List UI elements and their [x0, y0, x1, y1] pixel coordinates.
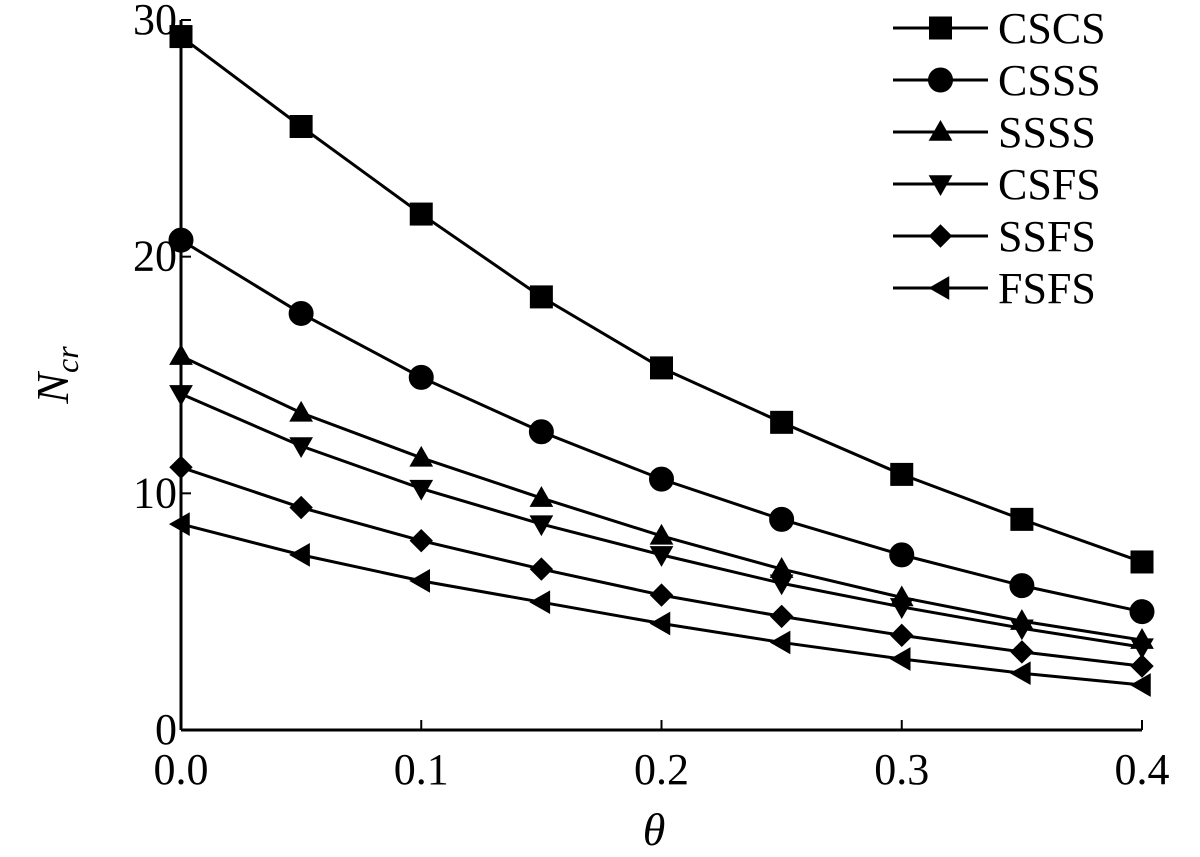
data-point-fsfs-7: [1009, 661, 1031, 686]
legend-item-csfs: CSFS: [893, 160, 1101, 209]
legend-marker-fsfs: [928, 276, 950, 300]
data-point-csfs-2: [409, 479, 434, 501]
data-point-ssss-1: [289, 400, 313, 422]
legend-item-cscs: CSCS: [893, 4, 1106, 53]
series-csss: [168, 227, 1155, 625]
data-point-ssfs-2: [409, 528, 433, 553]
legend-marker-ssss: [928, 119, 953, 141]
y-tick-label-1: 10: [133, 468, 177, 517]
data-point-fsfs-3: [529, 590, 551, 615]
data-point-fsfs-6: [889, 647, 911, 671]
data-point-fsfs-1: [289, 543, 310, 567]
data-point-ssss-4: [649, 523, 674, 545]
x-tick-label-2: 0.2: [634, 745, 689, 794]
data-point-csss-4: [649, 466, 674, 492]
data-point-ssfs-8: [1130, 654, 1154, 678]
x-tick-label-4: 0.4: [1115, 745, 1170, 794]
series-cscs: [169, 25, 1154, 574]
data-point-csss-8: [1129, 599, 1155, 625]
series-fsfs: [168, 512, 1151, 697]
data-point-csss-2: [408, 364, 434, 390]
data-point-csfs-5: [769, 574, 794, 596]
data-point-csss-1: [288, 300, 314, 326]
series-layer: [168, 25, 1155, 697]
data-point-cscs-1: [289, 115, 313, 138]
data-point-cscs-3: [529, 285, 553, 309]
data-point-fsfs-2: [409, 569, 430, 593]
data-point-csss-3: [528, 419, 554, 445]
data-point-fsfs-5: [769, 630, 791, 655]
data-point-fsfs-0: [168, 512, 190, 536]
data-point-fsfs-4: [649, 611, 671, 636]
y-axis-title: Ncr: [27, 346, 85, 405]
data-point-cscs-8: [1130, 550, 1154, 574]
y-tick-label-0: 0: [155, 705, 177, 754]
data-point-ssfs-6: [890, 623, 914, 648]
data-point-csfs-1: [289, 437, 313, 459]
data-point-csss-0: [168, 227, 194, 253]
legend-label-csfs: CSFS: [998, 160, 1101, 209]
data-point-csfs-3: [529, 515, 554, 537]
x-tick-label-1: 0.1: [394, 745, 449, 794]
data-point-cscs-0: [169, 25, 193, 49]
legend-label-ssss: SSSS: [998, 108, 1096, 157]
data-point-ssfs-5: [769, 604, 794, 629]
data-point-cscs-4: [650, 356, 673, 380]
series-ssfs: [169, 455, 1154, 678]
legend-item-fsfs: FSFS: [893, 264, 1096, 313]
data-point-csfs-0: [169, 385, 193, 406]
x-axis-title: θ: [643, 804, 666, 855]
data-point-ssss-0: [169, 344, 193, 365]
data-point-cscs-2: [409, 202, 433, 226]
legend-marker-csss: [928, 67, 953, 93]
y-axis-title-group: Ncr: [27, 346, 85, 405]
data-point-csss-6: [889, 542, 915, 568]
data-point-csfs-6: [889, 598, 914, 619]
data-point-ssss-3: [529, 486, 554, 507]
data-point-csss-7: [1009, 573, 1035, 599]
data-point-fsfs-8: [1129, 673, 1151, 697]
y-axis-title-main: N: [27, 371, 78, 405]
legend-item-ssss: SSSS: [893, 108, 1096, 157]
data-point-cscs-7: [1010, 507, 1034, 531]
legend-label-fsfs: FSFS: [998, 264, 1096, 313]
data-point-ssfs-0: [169, 455, 193, 480]
data-point-csfs-8: [1130, 638, 1154, 660]
legend-item-csss: CSSS: [893, 56, 1101, 105]
legend-label-ssfs: SSFS: [998, 212, 1096, 261]
legend-label-csss: CSSS: [998, 56, 1101, 105]
data-point-csfs-4: [649, 546, 674, 567]
data-point-ssfs-3: [529, 557, 554, 581]
x-tick-label-0: 0.0: [154, 745, 209, 794]
series-line-csfs: [180, 392, 1143, 649]
data-point-csss-5: [769, 506, 795, 532]
legend-label-cscs: CSCS: [998, 4, 1106, 53]
data-point-cscs-6: [890, 462, 914, 486]
legend-item-ssfs: SSFS: [893, 212, 1096, 261]
data-point-cscs-5: [770, 410, 794, 434]
data-point-ssfs-1: [289, 495, 313, 520]
legend-marker-ssfs: [928, 224, 953, 248]
series-csfs: [169, 385, 1154, 660]
x-tick-label-3: 0.3: [874, 745, 929, 794]
data-point-ssfs-7: [1010, 640, 1034, 664]
data-point-ssss-2: [409, 445, 434, 467]
data-point-csfs-7: [1010, 619, 1034, 641]
legend-marker-csfs: [928, 175, 953, 197]
legend-marker-cscs: [929, 16, 952, 40]
y-axis-title-subscript: cr: [49, 346, 85, 373]
data-point-ssfs-4: [649, 583, 674, 607]
